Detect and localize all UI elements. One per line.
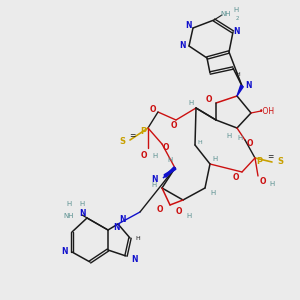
Text: N: N bbox=[120, 214, 126, 224]
Text: O: O bbox=[150, 104, 156, 113]
Text: N: N bbox=[234, 26, 240, 35]
Polygon shape bbox=[163, 167, 176, 178]
Text: O: O bbox=[141, 151, 147, 160]
Text: O: O bbox=[163, 143, 169, 152]
Text: O: O bbox=[247, 140, 253, 148]
Text: N: N bbox=[152, 176, 158, 184]
Text: H: H bbox=[152, 182, 157, 188]
Text: O: O bbox=[157, 206, 163, 214]
Text: H: H bbox=[186, 213, 192, 219]
Text: N: N bbox=[61, 248, 67, 256]
Text: =: = bbox=[129, 131, 135, 140]
Text: NH: NH bbox=[221, 11, 231, 17]
Text: H: H bbox=[152, 153, 158, 159]
Text: NH: NH bbox=[64, 213, 74, 219]
Text: H: H bbox=[188, 100, 194, 106]
Text: N: N bbox=[180, 41, 186, 50]
Text: H: H bbox=[167, 157, 172, 163]
Text: H: H bbox=[212, 156, 217, 162]
Text: N: N bbox=[113, 223, 119, 232]
Text: S: S bbox=[119, 137, 125, 146]
Text: H: H bbox=[198, 140, 203, 145]
Polygon shape bbox=[237, 85, 243, 96]
Text: N: N bbox=[131, 254, 137, 263]
Text: H: H bbox=[66, 201, 72, 207]
Text: H: H bbox=[237, 135, 243, 141]
Text: N: N bbox=[245, 82, 251, 91]
Text: N: N bbox=[79, 208, 85, 217]
Polygon shape bbox=[164, 168, 175, 177]
Text: H: H bbox=[136, 236, 140, 241]
Text: O: O bbox=[233, 172, 239, 182]
Text: H: H bbox=[233, 7, 238, 13]
Text: O: O bbox=[206, 95, 212, 104]
Text: N: N bbox=[186, 22, 192, 31]
Text: P: P bbox=[140, 127, 146, 136]
Text: 2: 2 bbox=[235, 16, 239, 20]
Text: H: H bbox=[210, 190, 216, 196]
Text: O: O bbox=[176, 208, 182, 217]
Text: =: = bbox=[267, 152, 273, 161]
Text: H: H bbox=[80, 201, 85, 207]
Text: S: S bbox=[277, 158, 283, 166]
Text: •OH: •OH bbox=[259, 106, 275, 116]
Text: H: H bbox=[236, 71, 240, 76]
Text: H: H bbox=[269, 181, 275, 187]
Text: P: P bbox=[256, 158, 262, 166]
Text: H: H bbox=[226, 133, 232, 139]
Text: O: O bbox=[260, 176, 266, 185]
Text: O: O bbox=[171, 121, 177, 130]
